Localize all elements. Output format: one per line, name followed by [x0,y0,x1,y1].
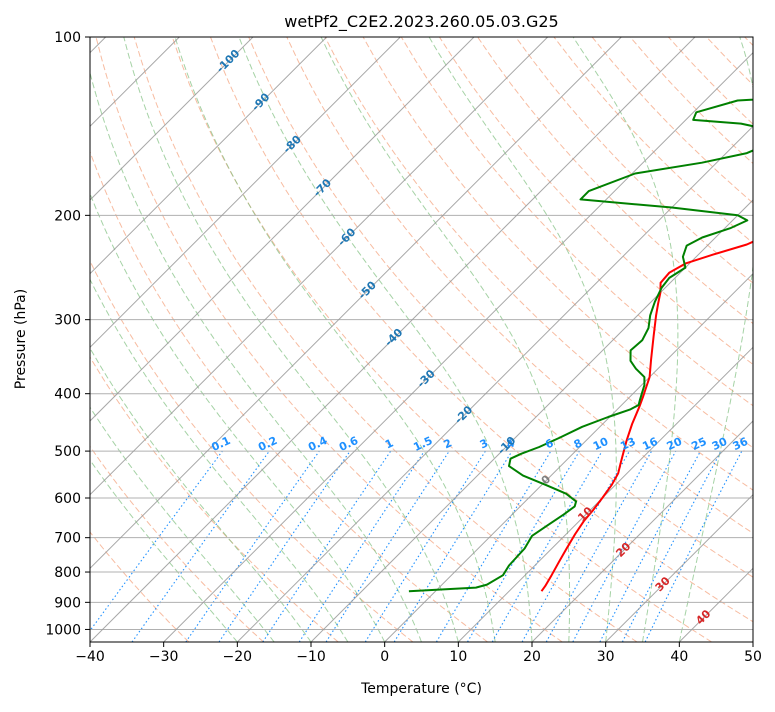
y-tick-label: 200 [54,208,81,224]
y-tick-label: 600 [54,491,81,507]
y-axis-label: Pressure (hPa) [13,289,29,389]
x-tick-label: 0 [380,649,389,665]
y-tick-label: 1000 [45,622,81,638]
y-tick-label: 800 [54,565,81,581]
x-tick-label: 10 [449,649,467,665]
x-tick-label: 40 [670,649,688,665]
x-axis-label: Temperature (°C) [360,681,482,697]
x-tick-label: 50 [744,649,762,665]
y-tick-label: 500 [54,444,81,460]
y-tick-label: 100 [54,30,81,46]
x-tick-label: −30 [149,649,179,665]
x-tick-label: 20 [523,649,541,665]
y-tick-label: 700 [54,531,81,547]
x-tick-label: −10 [296,649,326,665]
x-tick-label: −20 [223,649,253,665]
x-tick-label: −40 [75,649,105,665]
y-tick-label: 900 [54,595,81,611]
y-tick-label: 400 [54,387,81,403]
x-tick-label: 30 [597,649,615,665]
chart-title: wetPf2_C2E2.2023.260.05.03.G25 [284,12,558,32]
y-tick-label: 300 [54,313,81,329]
